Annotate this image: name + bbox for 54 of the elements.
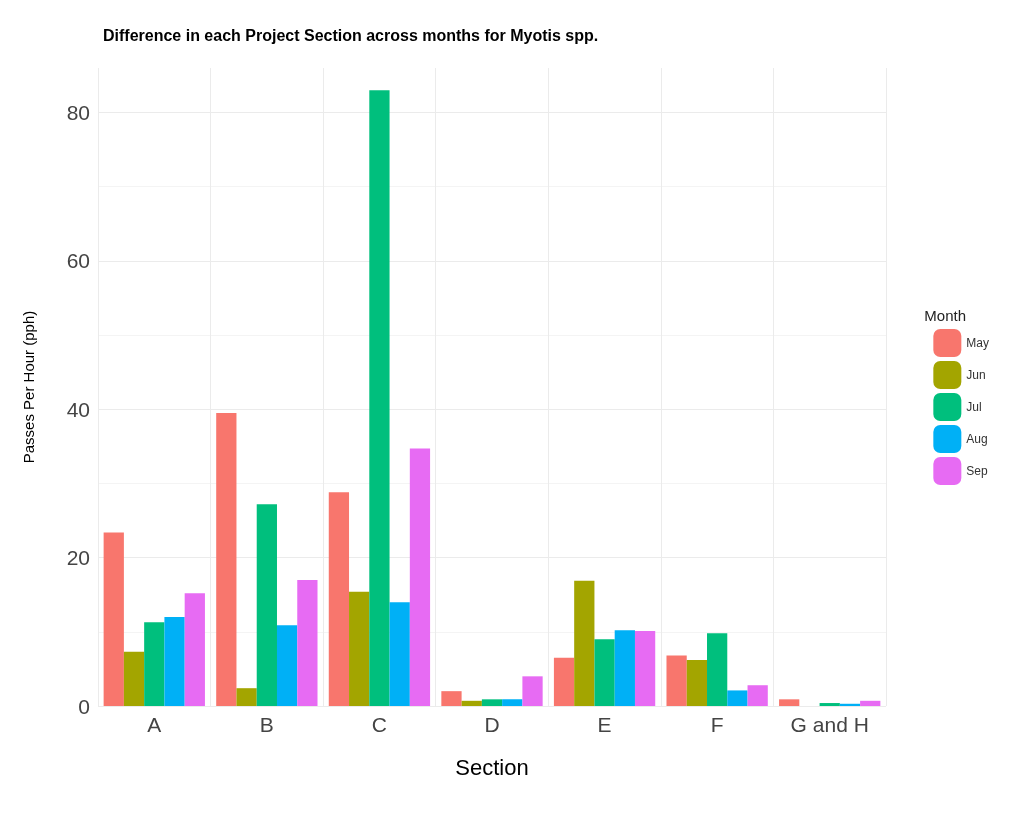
bar	[216, 412, 237, 706]
x-tick-label: D	[484, 713, 500, 736]
y-tick-label: 80	[66, 101, 90, 125]
bar	[819, 703, 840, 706]
bar	[707, 633, 728, 706]
bar	[481, 699, 503, 706]
y-axis-title: Passes Per Hour (pph)	[20, 310, 37, 464]
bar	[441, 691, 462, 706]
bar	[184, 593, 205, 706]
bar	[276, 625, 298, 706]
bar	[409, 448, 431, 706]
legend-label: Jun	[966, 368, 986, 382]
x-tick-label: A	[147, 713, 162, 736]
bar	[666, 655, 687, 706]
chart-title: Difference in each Project Section across months for Myotis spp.	[103, 26, 599, 44]
bar	[574, 580, 595, 706]
bar	[747, 685, 768, 706]
bar	[522, 676, 543, 706]
bar	[860, 700, 881, 706]
bar	[594, 639, 615, 706]
bar	[164, 616, 185, 706]
bar	[634, 631, 656, 706]
y-tick-label: 0	[78, 694, 90, 718]
legend-title: Month	[924, 307, 967, 324]
y-tick-label: 60	[66, 249, 90, 273]
bar	[256, 504, 277, 706]
bar	[236, 688, 257, 706]
bar	[103, 532, 124, 706]
bar	[144, 622, 165, 706]
bar	[727, 690, 748, 706]
legend-label: Sep	[966, 464, 989, 478]
bar	[686, 660, 708, 706]
legend-label: Aug	[966, 432, 988, 446]
x-tick-label: C	[371, 713, 388, 736]
bar	[297, 579, 318, 706]
legend-label: Jul	[966, 400, 982, 414]
y-tick-label: 40	[66, 397, 90, 421]
bar	[389, 602, 410, 706]
y-tick-label: 20	[66, 546, 90, 570]
x-tick-label: B	[259, 713, 274, 736]
x-tick-label: G and H	[790, 713, 869, 736]
bar	[502, 699, 523, 706]
bar	[369, 90, 390, 706]
bar	[614, 630, 635, 706]
bar	[349, 591, 370, 706]
bar	[553, 657, 575, 706]
bar	[461, 700, 482, 706]
bar	[123, 651, 145, 706]
legend-label: May	[966, 336, 989, 350]
bar	[779, 699, 800, 706]
x-tick-label: F	[710, 713, 724, 736]
bar	[328, 492, 350, 706]
x-tick-label: E	[597, 713, 612, 736]
x-axis-title: Section	[455, 754, 529, 780]
